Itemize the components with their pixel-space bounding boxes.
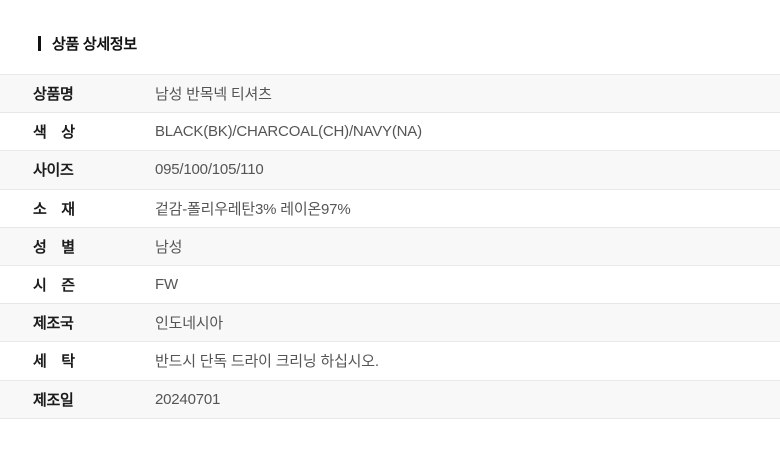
section-title: 상품 상세정보 [52,35,137,53]
table-row: 세 탁 반드시 단독 드라이 크리닝 하십시오. [0,342,780,381]
row-value: BLACK(BK)/CHARCOAL(CH)/NAVY(NA) [155,123,422,141]
table-row: 시 즌 FW [0,265,780,305]
row-label: 제조일 [33,391,74,409]
table-row: 색 상 BLACK(BK)/CHARCOAL(CH)/NAVY(NA) [0,113,780,152]
row-value: 겉감-폴리우레탄3% 레이온97% [155,200,351,218]
row-value: 남성 반목넥 티셔츠 [155,86,272,104]
table-row: 소 재 겉감-폴리우레탄3% 레이온97% [0,189,780,228]
row-label: 사이즈 [33,162,74,180]
product-detail-page: 상품 상세정보 상품명 남성 반목넥 티셔츠 색 상 BLACK(BK)/CHA… [0,34,780,466]
row-value: 인도네시아 [155,315,224,333]
table-row: 제조일 20240701 [0,380,780,419]
row-value: 반드시 단독 드라이 크리닝 하십시오. [155,353,379,371]
table-row: 사이즈 095/100/105/110 [0,151,780,190]
accent-bar-icon [38,35,41,51]
row-label: 세 탁 [33,353,75,371]
section-header: 상품 상세정보 [38,34,780,53]
row-value: 남성 [155,238,183,256]
row-value: FW [155,276,178,294]
row-value: 095/100/105/110 [155,161,264,179]
table-row: 제조국 인도네시아 [0,304,780,343]
row-label: 제조국 [33,315,74,333]
row-value: 20240701 [155,390,221,408]
product-detail-table: 상품명 남성 반목넥 티셔츠 색 상 BLACK(BK)/CHARCOAL(CH… [0,74,780,419]
row-label: 시 즌 [33,277,75,295]
row-label: 상품명 [33,86,74,104]
table-row: 성 별 남성 [0,227,780,266]
table-row: 상품명 남성 반목넥 티셔츠 [0,75,780,114]
row-label: 소 재 [33,200,75,218]
row-label: 색 상 [33,124,75,142]
row-label: 성 별 [33,238,75,256]
